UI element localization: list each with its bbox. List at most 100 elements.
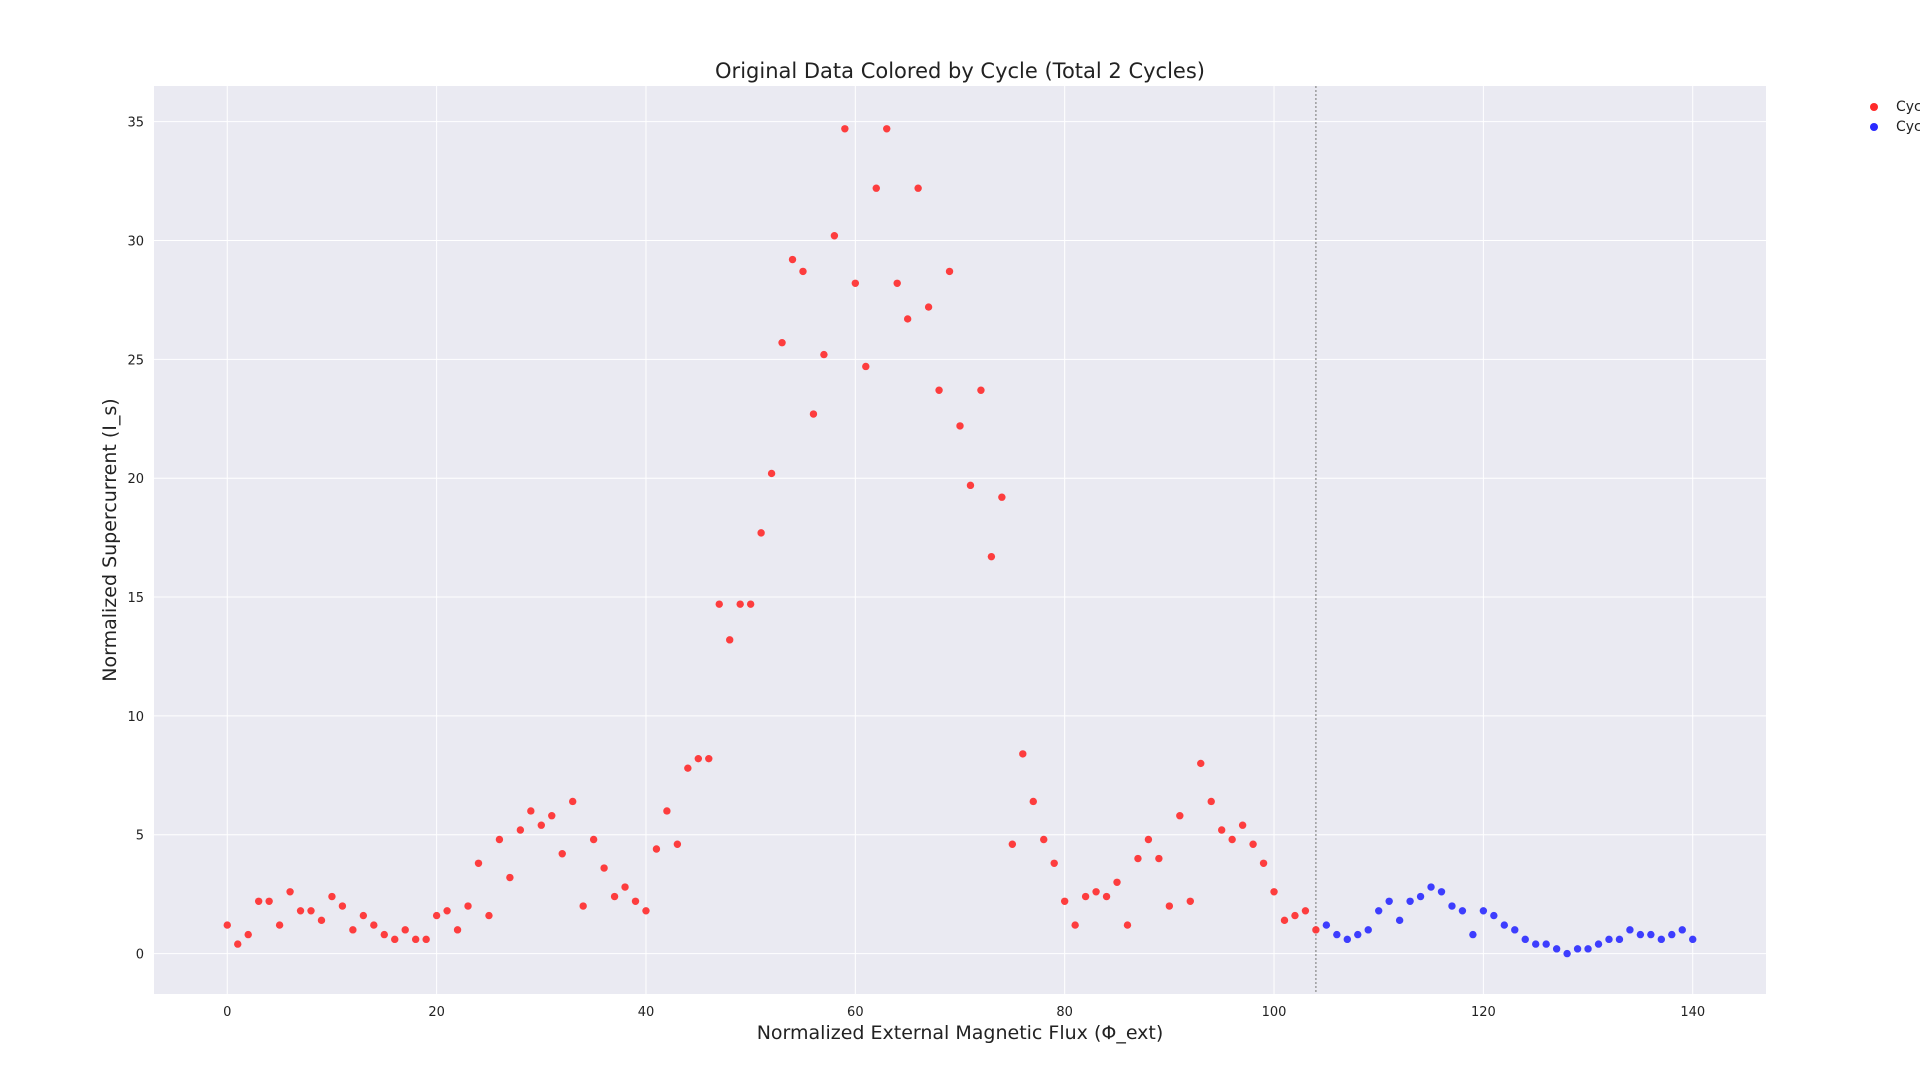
data-point-cycle-1 xyxy=(767,469,776,478)
data-point-cycle-1 xyxy=(746,600,755,608)
data-points xyxy=(223,125,1697,958)
data-point-cycle-1 xyxy=(726,636,734,644)
data-point-cycle-2 xyxy=(1375,907,1383,915)
data-point-cycle-1 xyxy=(610,892,619,901)
plot-background xyxy=(154,86,1766,994)
x-tick-label: 80 xyxy=(1056,1005,1073,1020)
data-point-cycle-2 xyxy=(1427,883,1435,891)
data-point-cycle-1 xyxy=(317,916,326,925)
data-point-cycle-1 xyxy=(1081,892,1090,901)
data-point-cycle-1 xyxy=(1280,916,1289,925)
data-point-cycle-1 xyxy=(485,911,493,920)
data-point-cycle-1 xyxy=(1144,835,1153,844)
data-point-cycle-1 xyxy=(893,279,901,287)
data-point-cycle-1 xyxy=(924,303,933,311)
data-point-cycle-1 xyxy=(1029,797,1037,806)
data-point-cycle-2 xyxy=(1552,945,1561,953)
data-point-cycle-1 xyxy=(820,350,828,359)
data-point-cycle-1 xyxy=(935,386,943,394)
data-point-cycle-1 xyxy=(495,835,504,844)
x-tick-label: 140 xyxy=(1680,1005,1705,1020)
data-point-cycle-2 xyxy=(1689,935,1697,944)
data-point-cycle-2 xyxy=(1511,926,1519,934)
data-point-cycle-1 xyxy=(1060,897,1069,905)
data-point-cycle-2 xyxy=(1657,935,1666,944)
data-point-cycle-1 xyxy=(516,826,525,834)
data-point-cycle-2 xyxy=(1626,926,1634,934)
data-point-cycle-1 xyxy=(223,921,231,929)
legend-marker-cycle-1 xyxy=(1870,103,1878,111)
data-point-cycle-2 xyxy=(1668,930,1676,939)
data-point-cycle-1 xyxy=(589,835,598,844)
y-tick-label: 15 xyxy=(127,591,144,606)
data-point-cycle-2 xyxy=(1354,930,1362,939)
data-point-cycle-1 xyxy=(862,362,870,371)
data-point-cycle-1 xyxy=(809,410,818,418)
data-point-cycle-1 xyxy=(527,807,535,815)
data-point-cycle-1 xyxy=(1008,840,1017,848)
data-point-cycle-2 xyxy=(1542,940,1550,948)
data-point-cycle-2 xyxy=(1584,945,1592,953)
x-axis-ticks: 0 20 40 60 80 100 120 140 xyxy=(223,1005,1705,1020)
data-point-cycle-1 xyxy=(705,754,713,763)
data-point-cycle-1 xyxy=(370,921,378,929)
data-point-cycle-1 xyxy=(1040,835,1048,844)
data-point-cycle-1 xyxy=(464,902,472,910)
data-point-cycle-1 xyxy=(1155,854,1163,863)
data-point-cycle-1 xyxy=(506,873,514,882)
data-point-cycle-1 xyxy=(307,907,315,915)
data-point-cycle-2 xyxy=(1573,945,1582,953)
data-point-cycle-1 xyxy=(1259,859,1268,867)
data-point-cycle-1 xyxy=(432,911,441,920)
data-point-cycle-2 xyxy=(1448,902,1456,910)
data-point-cycle-2 xyxy=(1563,949,1571,958)
data-point-cycle-1 xyxy=(443,907,451,915)
x-tick-label: 120 xyxy=(1471,1005,1496,1020)
data-point-cycle-2 xyxy=(1594,940,1603,948)
data-point-cycle-2 xyxy=(1458,907,1467,915)
data-point-cycle-1 xyxy=(401,926,409,934)
data-point-cycle-2 xyxy=(1437,888,1446,896)
data-point-cycle-1 xyxy=(1134,854,1142,863)
data-point-cycle-1 xyxy=(411,935,420,944)
y-tick-label: 10 xyxy=(127,710,144,725)
data-point-cycle-1 xyxy=(422,935,430,944)
data-point-cycle-1 xyxy=(987,552,996,561)
data-point-cycle-1 xyxy=(1102,892,1111,901)
data-point-cycle-1 xyxy=(1123,921,1132,929)
data-point-cycle-1 xyxy=(579,902,587,910)
data-point-cycle-1 xyxy=(872,184,880,192)
data-point-cycle-1 xyxy=(474,859,483,867)
data-point-cycle-1 xyxy=(966,481,975,490)
data-point-cycle-2 xyxy=(1479,907,1488,915)
data-point-cycle-1 xyxy=(977,386,985,394)
y-axis-label: Normalized Supercurrent (I_s) xyxy=(99,398,121,681)
y-tick-label: 30 xyxy=(127,235,144,250)
data-point-cycle-1 xyxy=(1217,826,1226,834)
data-point-cycle-1 xyxy=(275,921,284,929)
x-tick-label: 100 xyxy=(1262,1005,1287,1020)
data-point-cycle-1 xyxy=(244,930,252,939)
data-point-cycle-1 xyxy=(328,892,336,901)
data-point-cycle-1 xyxy=(642,907,650,915)
data-point-cycle-2 xyxy=(1636,930,1645,939)
data-point-cycle-1 xyxy=(631,897,640,905)
data-point-cycle-1 xyxy=(778,339,786,347)
data-point-cycle-2 xyxy=(1416,892,1425,901)
x-tick-label: 40 xyxy=(638,1005,655,1020)
data-point-cycle-1 xyxy=(338,902,347,910)
y-tick-label: 35 xyxy=(127,116,144,131)
grid-lines xyxy=(154,86,1766,994)
y-tick-label: 20 xyxy=(127,472,144,487)
data-point-cycle-2 xyxy=(1605,935,1613,944)
y-tick-label: 25 xyxy=(127,353,144,368)
data-point-cycle-1 xyxy=(1186,897,1194,905)
data-point-cycle-2 xyxy=(1678,926,1686,934)
data-point-cycle-1 xyxy=(453,926,462,934)
x-tick-label: 20 xyxy=(428,1005,445,1020)
data-point-cycle-1 xyxy=(1270,888,1278,896)
data-point-cycle-1 xyxy=(254,897,263,905)
data-point-cycle-1 xyxy=(694,754,703,763)
data-point-cycle-1 xyxy=(569,797,577,806)
legend-label-cycle-2: Cyc xyxy=(1896,119,1920,135)
